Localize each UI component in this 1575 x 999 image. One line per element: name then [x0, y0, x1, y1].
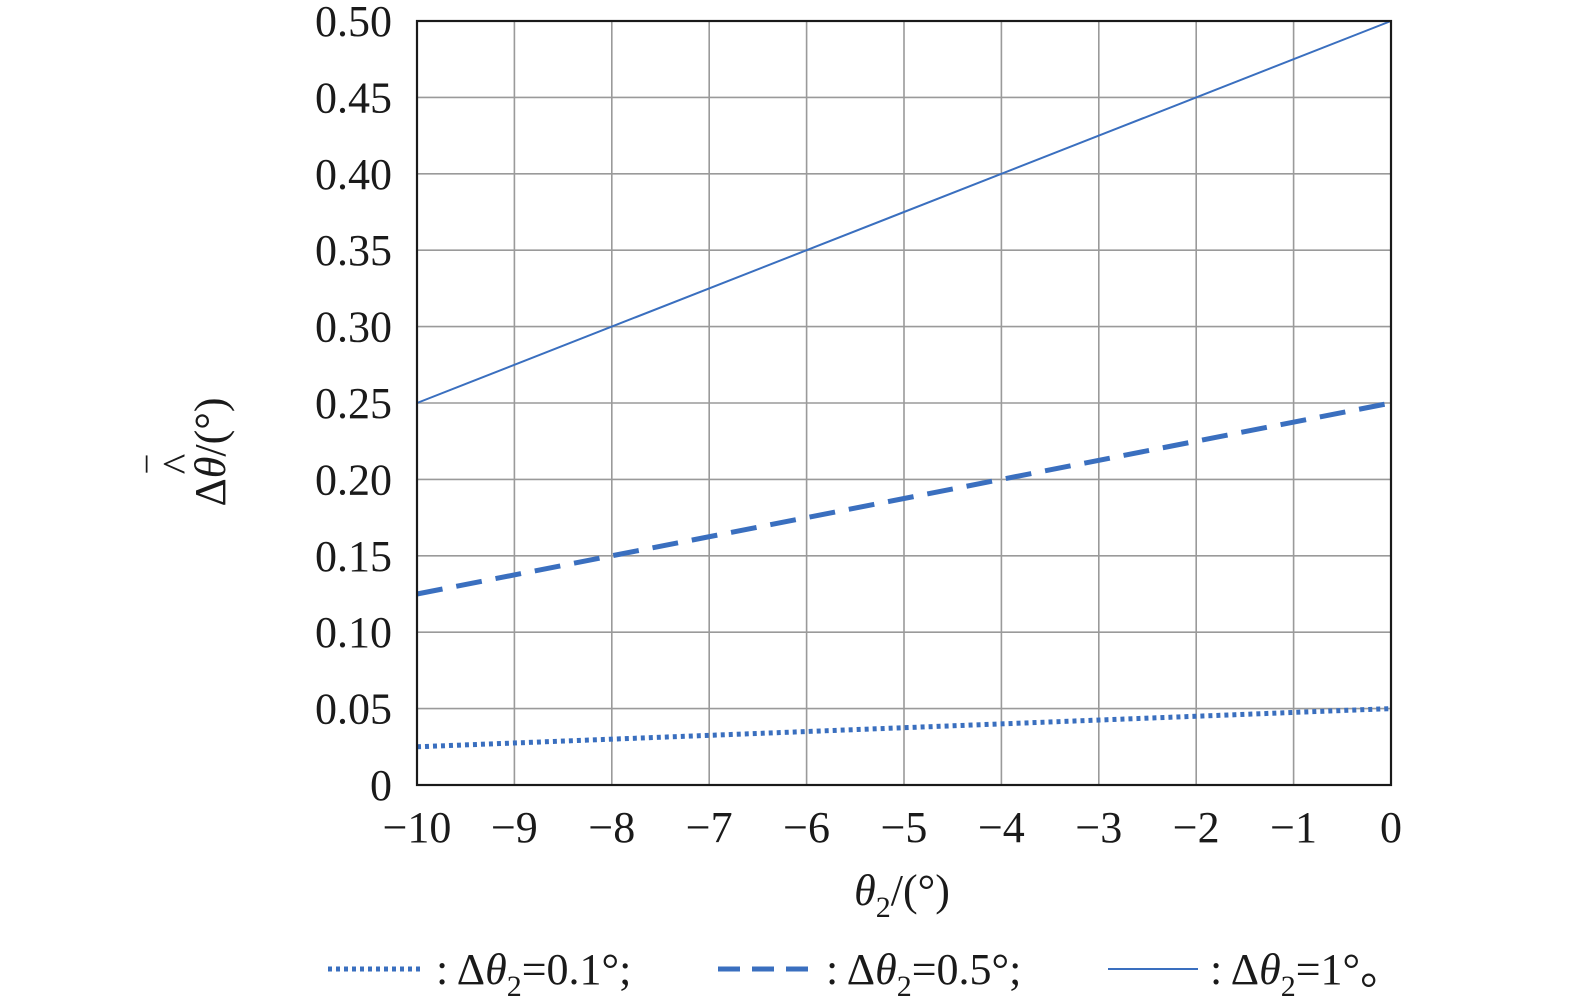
plot-frame [415, 19, 1393, 787]
y-tick-label: 0.15 [315, 532, 392, 581]
legend-label: : Δθ2=1°。 [1210, 945, 1404, 999]
y-tick-label: 0.25 [315, 379, 392, 428]
y-tick-labels: 0 0.05 0.10 0.15 0.20 0.25 0.30 0.35 0.40 0.45 0.5… [315, 0, 392, 810]
y-tick-label: 0.30 [315, 303, 392, 352]
x-tick-label: −5 [881, 803, 928, 852]
x-tick-label: −3 [1075, 803, 1122, 852]
legend-label: : Δθ2=0.5°; [826, 945, 1021, 999]
svg-text:Δθ/(°): Δθ/(°) [186, 397, 235, 506]
y-axis-label: Δθ/(°) ^ ‾ [142, 397, 235, 506]
series-line-dashed [416, 400, 1392, 597]
legend-label: : Δθ2=0.1°; [436, 945, 631, 999]
y-tick-label: 0.40 [315, 150, 392, 199]
y-tick-label: 0 [370, 761, 392, 810]
x-tick-label: −6 [783, 803, 830, 852]
series-line-dotted [416, 706, 1392, 750]
x-tick-label: −8 [588, 803, 635, 852]
grid [416, 20, 1392, 786]
y-tick-label: 0.45 [315, 73, 392, 122]
x-tick-labels: −10 −9 −8 −7 −6 −5 −4 −3 −2 −1 0 [383, 803, 1402, 852]
series-lines [416, 20, 1392, 750]
y-tick-label: 0.05 [315, 685, 392, 734]
y-tick-label: 0.35 [315, 226, 392, 275]
x-tick-label: −2 [1173, 803, 1220, 852]
x-tick-label: −9 [491, 803, 538, 852]
x-tick-label: −10 [383, 803, 452, 852]
x-tick-label: 0 [1380, 803, 1402, 852]
y-tick-label: 0.20 [315, 455, 392, 504]
x-tick-label: −7 [686, 803, 733, 852]
y-tick-label: 0.10 [315, 608, 392, 657]
series-line-solid [416, 20, 1392, 404]
x-axis-label: θ2/(°) [854, 866, 950, 924]
svg-text:^: ^ [154, 453, 203, 474]
x-tick-label: −1 [1270, 803, 1317, 852]
x-tick-label: −4 [978, 803, 1025, 852]
y-tick-label: 0.50 [315, 0, 392, 46]
legend: : Δθ2=0.1°; : Δθ2=0.5°; : Δθ2=1°。 [328, 945, 1404, 999]
svg-text:‾: ‾ [142, 455, 191, 473]
